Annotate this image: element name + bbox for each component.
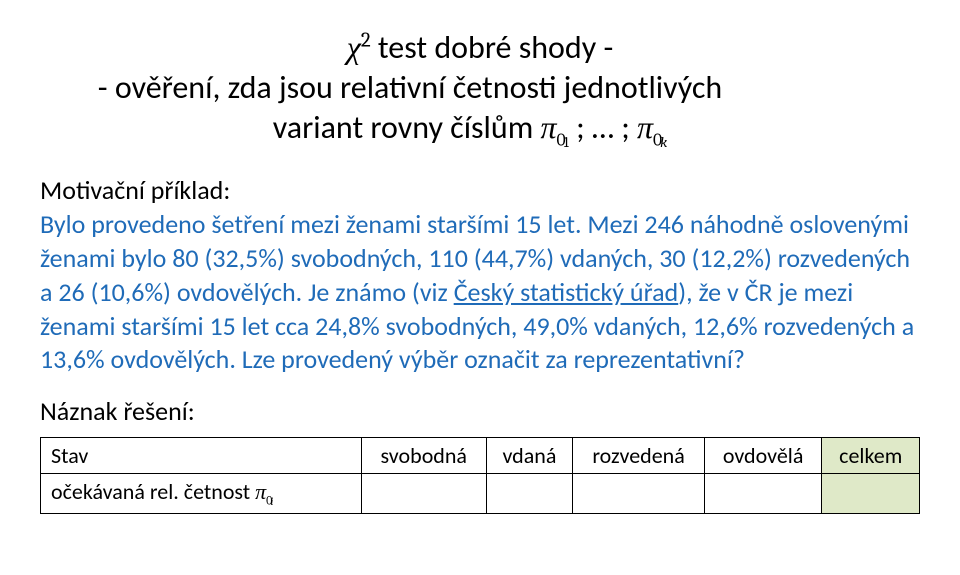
chi-symbol: χ xyxy=(347,29,361,66)
row2-label-text: očekávaná rel. četnost xyxy=(51,478,255,505)
col-header-vdana: vdaná xyxy=(486,438,573,474)
cell-rozvedena xyxy=(573,474,704,513)
page-title: χ2 test dobré shody - - ověření, zda jso… xyxy=(40,28,920,152)
motivational-label: Motivační příklad: xyxy=(40,174,230,206)
cell-svobodna xyxy=(362,474,487,513)
col-header-stav: Stav xyxy=(41,438,362,474)
col-header-rozvedena: rozvedená xyxy=(573,438,704,474)
solution-table: Stav svobodná vdaná rozvedená ovdovělá c… xyxy=(40,437,920,513)
title-line-1: χ2 test dobré shody - xyxy=(40,28,920,68)
title-line-1-rest: test dobré shody - xyxy=(371,28,614,67)
csu-link[interactable]: Český statistický úřad xyxy=(454,276,679,308)
title-line-2: - ověření, zda jsou relativní četnosti j… xyxy=(0,68,920,108)
col-header-svobodna: svobodná xyxy=(362,438,487,474)
row-label-expected-freq: očekávaná rel. četnost π0i xyxy=(41,474,362,513)
cell-vdana xyxy=(486,474,573,513)
title-line-3: variant rovny číslům π01 ; … ; π0k xyxy=(20,108,920,152)
body-paragraph: Motivační příklad: Bylo provedeno šetřen… xyxy=(40,174,920,377)
table-row: očekávaná rel. četnost π0i xyxy=(41,474,920,513)
pi-symbol-1: π xyxy=(541,109,557,146)
title-line-3a: variant rovny číslům xyxy=(273,108,541,147)
cell-celkem xyxy=(822,474,920,513)
pi2-sub-k: k xyxy=(660,134,667,151)
solution-subhead: Náznak řešení: xyxy=(40,395,920,427)
col-header-celkem: celkem xyxy=(822,438,920,474)
table-row: Stav svobodná vdaná rozvedená ovdovělá c… xyxy=(41,438,920,474)
cell-ovdovela xyxy=(704,474,822,513)
row2-pi: π xyxy=(255,479,266,505)
pi-symbol-2: π xyxy=(637,109,653,146)
title-sep: ; … ; xyxy=(569,108,637,147)
chi-exponent: 2 xyxy=(361,28,371,52)
row2-sub-i: i xyxy=(270,495,273,508)
col-header-ovdovela: ovdovělá xyxy=(704,438,822,474)
